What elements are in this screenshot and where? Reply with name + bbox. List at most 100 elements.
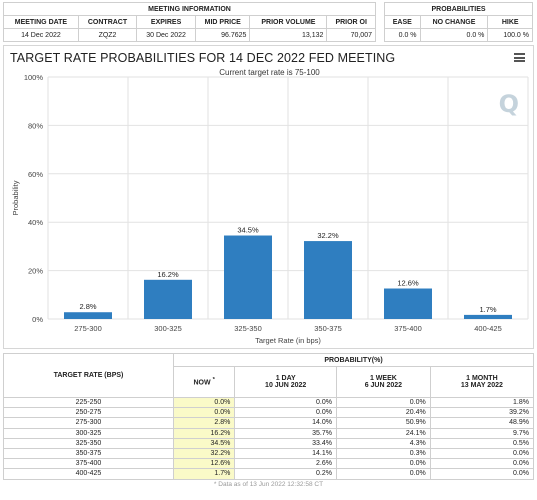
probability-cell: 39.2% bbox=[429, 407, 535, 419]
probability-cell: 0.0% bbox=[172, 396, 236, 409]
y-tick-label: 100% bbox=[24, 73, 44, 82]
y-tick-label: 60% bbox=[28, 170, 43, 179]
header-1-month: 1 MONTH 13 MAY 2022 bbox=[429, 366, 535, 398]
x-tick-label: 350-375 bbox=[314, 324, 342, 333]
chart-bar bbox=[304, 241, 352, 319]
header-meeting-date: MEETING DATE bbox=[3, 15, 79, 29]
meeting-summary: MEETING INFORMATION MEETING DATE CONTRAC… bbox=[0, 0, 537, 44]
probability-cell: 34.5% bbox=[172, 437, 236, 449]
table-row: 225-250 0.0% 0.0% 0.0% 1.8% bbox=[3, 396, 535, 409]
header-target-rate: TARGET RATE (BPS) bbox=[3, 353, 174, 398]
prior-volume-value: 13,132 bbox=[249, 28, 328, 42]
y-tick-label: 0% bbox=[32, 315, 43, 324]
probability-cell: 0.0% bbox=[336, 468, 431, 480]
y-tick-label: 40% bbox=[28, 218, 43, 227]
chart-bar bbox=[384, 288, 432, 319]
probability-cell: 24.1% bbox=[336, 427, 431, 439]
bar-value-label: 16.2% bbox=[157, 270, 179, 279]
header-contract: CONTRACT bbox=[77, 15, 138, 29]
probability-cell: 12.6% bbox=[172, 458, 236, 470]
target-rate-cell: 400-425 bbox=[3, 468, 174, 480]
probability-cell: 0.0% bbox=[234, 407, 337, 419]
chart-panel: 0% 20% 40% 60% 80% 100% 2.8% 275-300 16.2% 300-32… bbox=[3, 45, 534, 349]
bar-value-label: 32.2% bbox=[317, 231, 339, 240]
probability-cell: 33.4% bbox=[234, 437, 337, 449]
table-row: 300-325 16.2% 35.7% 24.1% 9.7% bbox=[3, 427, 535, 439]
contract-value: ZQZ2 bbox=[77, 28, 138, 42]
table-row: 350-375 32.2% 14.1% 0.3% 0.0% bbox=[3, 447, 535, 460]
x-tick-label: 275-300 bbox=[74, 324, 102, 333]
probability-cell: 1.8% bbox=[429, 396, 535, 409]
hike-value: 100.0 % bbox=[487, 28, 533, 42]
table-row: 275-300 2.8% 14.0% 50.9% 48.9% bbox=[3, 417, 535, 429]
x-axis-label: Target Rate (in bps) bbox=[255, 336, 321, 345]
y-axis-label: Probability bbox=[11, 180, 20, 215]
probability-history-table: TARGET RATE (BPS) PROBABILITY(%) NOW * 1… bbox=[3, 352, 535, 480]
target-rate-cell: 300-325 bbox=[3, 427, 174, 439]
probability-cell: 0.0% bbox=[429, 458, 535, 470]
header-no-change: NO CHANGE bbox=[419, 15, 489, 29]
probability-cell: 14.0% bbox=[234, 417, 337, 429]
chart-bar bbox=[64, 312, 112, 319]
hamburger-menu-icon[interactable] bbox=[514, 53, 525, 62]
probability-cell: 1.7% bbox=[172, 468, 236, 480]
probabilities-table: PROBABILITIES EASE NO CHANGE HIKE 0.0 % … bbox=[384, 2, 533, 42]
probability-cell: 16.2% bbox=[172, 427, 236, 439]
probability-cell: 0.0% bbox=[336, 458, 431, 470]
probability-cell: 9.7% bbox=[429, 427, 535, 439]
probability-cell: 0.3% bbox=[336, 447, 431, 460]
probability-cell: 4.3% bbox=[336, 437, 431, 449]
x-tick-label: 400-425 bbox=[474, 324, 502, 333]
header-ease: EASE bbox=[384, 15, 421, 29]
bar-value-label: 12.6% bbox=[397, 279, 419, 288]
header-1-day: 1 DAY 10 JUN 2022 bbox=[234, 366, 337, 398]
header-prior-volume: PRIOR VOLUME bbox=[249, 15, 328, 29]
probability-cell: 0.2% bbox=[234, 468, 337, 480]
probability-cell: 48.9% bbox=[429, 417, 535, 429]
meeting-info-heading: MEETING INFORMATION bbox=[3, 2, 376, 16]
probability-cell: 0.0% bbox=[336, 396, 431, 409]
target-rate-cell: 350-375 bbox=[3, 447, 174, 460]
probability-chart: 0% 20% 40% 60% 80% 100% 2.8% 275-300 16.2% 300-32… bbox=[11, 73, 529, 345]
probability-cell: 50.9% bbox=[336, 417, 431, 429]
meeting-info-table: MEETING INFORMATION MEETING DATE CONTRAC… bbox=[3, 2, 376, 42]
chart-subtitle: Current target rate is 75-100 bbox=[219, 68, 320, 77]
header-1-week: 1 WEEK 6 JUN 2022 bbox=[336, 366, 431, 398]
no-change-value: 0.0 % bbox=[419, 28, 489, 42]
header-now: NOW * bbox=[172, 366, 236, 398]
bar-value-label: 34.5% bbox=[237, 226, 259, 235]
y-tick-label: 20% bbox=[28, 267, 43, 276]
chart-bar bbox=[464, 314, 512, 319]
probability-cell: 14.1% bbox=[234, 447, 337, 460]
target-rate-cell: 275-300 bbox=[3, 417, 174, 429]
header-hike: HIKE bbox=[487, 15, 533, 29]
bar-value-label: 2.8% bbox=[79, 302, 96, 311]
probability-cell: 0.0% bbox=[429, 447, 535, 460]
prior-oi-value: 70,007 bbox=[326, 28, 376, 42]
table-row: 375-400 12.6% 2.6% 0.0% 0.0% bbox=[3, 458, 535, 470]
meeting-date-value: 14 Dec 2022 bbox=[3, 28, 79, 42]
target-rate-cell: 250-275 bbox=[3, 407, 174, 419]
target-rate-cell: 225-250 bbox=[3, 396, 174, 409]
x-tick-label: 375-400 bbox=[394, 324, 422, 333]
probability-cell: 0.5% bbox=[429, 437, 535, 449]
x-tick-label: 300-325 bbox=[154, 324, 182, 333]
probability-cell: 0.0% bbox=[172, 407, 236, 419]
data-timestamp-note: * Data as of 13 Jun 2022 12:32:58 CT bbox=[213, 480, 324, 488]
x-tick-label: 325-350 bbox=[234, 324, 262, 333]
probability-table-panel: TARGET RATE (BPS) PROBABILITY(%) NOW * 1… bbox=[3, 352, 535, 500]
mid-price-value: 96.7625 bbox=[195, 28, 251, 42]
y-tick-label: 80% bbox=[28, 121, 43, 130]
chart-bar bbox=[144, 279, 192, 319]
header-probability: PROBABILITY(%) bbox=[173, 352, 534, 368]
header-expires: EXPIRES bbox=[136, 15, 197, 29]
table-row: 250-275 0.0% 0.0% 20.4% 39.2% bbox=[3, 407, 535, 419]
header-prior-oi: PRIOR OI bbox=[326, 15, 376, 29]
quikstrike-logo: Q bbox=[498, 90, 519, 118]
probability-cell: 20.4% bbox=[336, 407, 431, 419]
table-row: 400-425 1.7% 0.2% 0.0% 0.0% bbox=[3, 468, 535, 480]
target-rate-cell: 375-400 bbox=[3, 458, 174, 470]
header-mid-price: MID PRICE bbox=[195, 15, 251, 29]
chart-title: TARGET RATE PROBABILITIES FOR 14 DEC 202… bbox=[10, 51, 396, 65]
